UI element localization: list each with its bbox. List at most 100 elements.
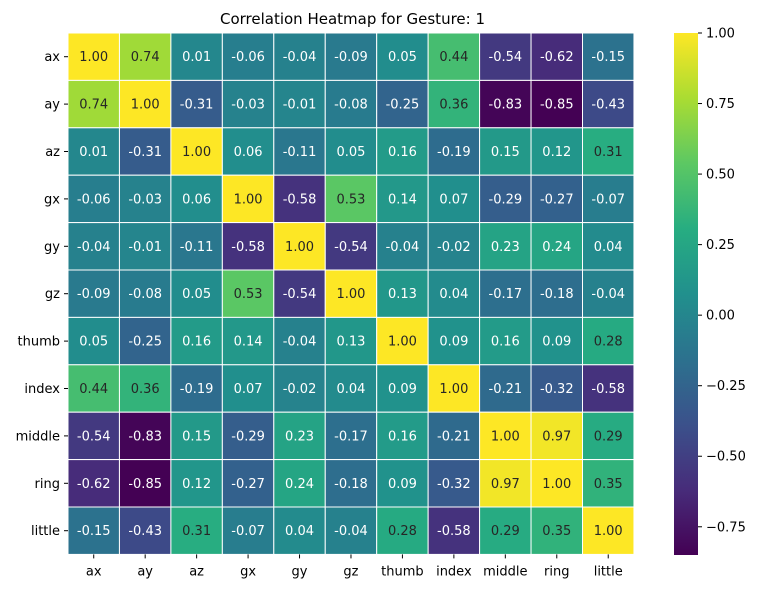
cell-value-label: -0.03	[231, 98, 265, 113]
heatmap-cell	[170, 316, 223, 366]
heatmap-cell	[427, 411, 481, 461]
heatmap-cell	[221, 364, 275, 413]
cell-value-label: -0.29	[489, 192, 523, 207]
cell-value-label: 1.00	[439, 382, 468, 397]
heatmap-cell	[67, 79, 120, 129]
cell-value-label: 0.07	[234, 382, 263, 397]
cell-value-label: 0.28	[594, 335, 623, 350]
cell-value-label: 0.14	[388, 192, 417, 207]
heatmap-cell	[530, 364, 583, 413]
cell-value-label: 0.29	[594, 429, 623, 444]
heatmap-cell	[376, 127, 429, 176]
heatmap-cell	[221, 174, 275, 224]
colorbar-ticks: 1.00 0.75 0.50 0.25 0.00 −0.25 −0.50 −0.75	[698, 27, 746, 535]
cell-value-label: -0.54	[489, 50, 523, 65]
cell-value-label: 0.29	[491, 524, 520, 539]
heatmap-cell	[221, 316, 275, 366]
heatmap-cell	[479, 459, 532, 508]
cell-value-label: -0.07	[591, 192, 625, 207]
cell-value-label: -0.54	[77, 429, 111, 444]
cell-value-label: -0.43	[591, 98, 625, 113]
cell-value-label: 0.12	[542, 145, 571, 160]
cell-value-label: 0.04	[594, 240, 623, 255]
heatmap-cell	[582, 79, 635, 129]
x-tick-label: gz	[343, 564, 358, 579]
x-tick-label: gx	[240, 564, 256, 579]
cell-value-label: -0.31	[180, 98, 214, 113]
cell-value-label: -0.18	[540, 287, 574, 302]
heatmap-cell	[530, 174, 583, 224]
x-tick-label: gy	[292, 564, 308, 579]
cell-value-label: 0.15	[491, 145, 520, 160]
heatmap-cell	[170, 174, 223, 224]
y-tick-label: az	[45, 145, 60, 160]
cell-value-label: 0.97	[542, 429, 571, 444]
heatmap-cell	[582, 269, 635, 318]
cell-value-label: -0.11	[283, 145, 317, 160]
heatmap-cell	[376, 79, 429, 129]
heatmap-cell	[582, 459, 635, 508]
heatmap-cell	[221, 459, 275, 508]
cell-value-label: -0.01	[128, 240, 162, 255]
colorbar-tick-label: −0.50	[706, 450, 746, 465]
heatmap-cell	[170, 79, 223, 129]
x-tick-label: middle	[483, 564, 527, 579]
cell-value-label: 0.05	[336, 145, 365, 160]
heatmap-cell	[324, 174, 378, 224]
cell-value-label: 0.53	[234, 287, 263, 302]
x-tick-label: ring	[544, 564, 569, 579]
x-tick-label: index	[436, 564, 472, 579]
heatmap-cell	[479, 269, 532, 318]
heatmap-cell	[170, 32, 223, 81]
heatmap-cell	[530, 411, 583, 461]
cell-value-label: 0.04	[285, 524, 314, 539]
colorbar-tick-label: 0.50	[706, 168, 735, 183]
cell-value-label: -0.54	[334, 240, 368, 255]
cell-value-label: -0.85	[128, 477, 162, 492]
cell-value-label: 0.36	[131, 382, 160, 397]
cell-value-label: -0.58	[231, 240, 265, 255]
y-axis-ticks: ax ay az gx gy gz thumb index middle ring little	[16, 50, 68, 539]
cell-value-label: -0.04	[283, 335, 317, 350]
heatmap-cell	[479, 506, 532, 555]
cell-value-label: 1.00	[285, 240, 314, 255]
heatmap-cell	[324, 506, 378, 555]
heatmap-cell	[427, 32, 481, 81]
cell-value-label: -0.19	[180, 382, 214, 397]
cell-value-label: 0.09	[388, 477, 417, 492]
heatmap-cell	[582, 127, 635, 176]
cell-value-label: -0.58	[283, 192, 317, 207]
y-tick-label: ax	[44, 50, 60, 65]
cell-value-label: 0.15	[182, 429, 211, 444]
cell-value-label: -0.11	[180, 240, 214, 255]
heatmap-cell	[324, 459, 378, 508]
heatmap-cell	[479, 79, 532, 129]
cell-value-label: 0.12	[182, 477, 211, 492]
heatmap-cell	[221, 222, 275, 271]
heatmap-cell	[324, 269, 378, 318]
cell-value-label: 0.05	[182, 287, 211, 302]
y-tick-label: little	[31, 524, 60, 539]
cell-value-label: -0.02	[283, 382, 317, 397]
y-tick-label: middle	[16, 429, 60, 444]
x-tick-label: ay	[137, 564, 153, 579]
colorbar-tick-label: 1.00	[706, 27, 735, 42]
cell-value-label: 0.36	[439, 98, 468, 113]
x-tick-label: az	[189, 564, 204, 579]
heatmap-cell	[376, 364, 429, 413]
cell-value-label: 0.06	[234, 145, 263, 160]
cell-value-label: -0.06	[77, 192, 111, 207]
heatmap-cell	[118, 32, 172, 81]
cell-value-label: -0.18	[334, 477, 368, 492]
cell-value-label: -0.25	[128, 335, 162, 350]
heatmap-cell	[324, 127, 378, 176]
cell-value-label: 1.00	[131, 98, 160, 113]
heatmap-cell	[273, 459, 326, 508]
cell-value-label: 1.00	[182, 145, 211, 160]
cell-value-label: 0.74	[79, 98, 108, 113]
y-tick-label: gy	[44, 240, 60, 255]
heatmap-cell	[67, 316, 120, 366]
cell-value-label: 1.00	[336, 287, 365, 302]
cell-value-label: 1.00	[234, 192, 263, 207]
heatmap-cell	[170, 506, 223, 555]
